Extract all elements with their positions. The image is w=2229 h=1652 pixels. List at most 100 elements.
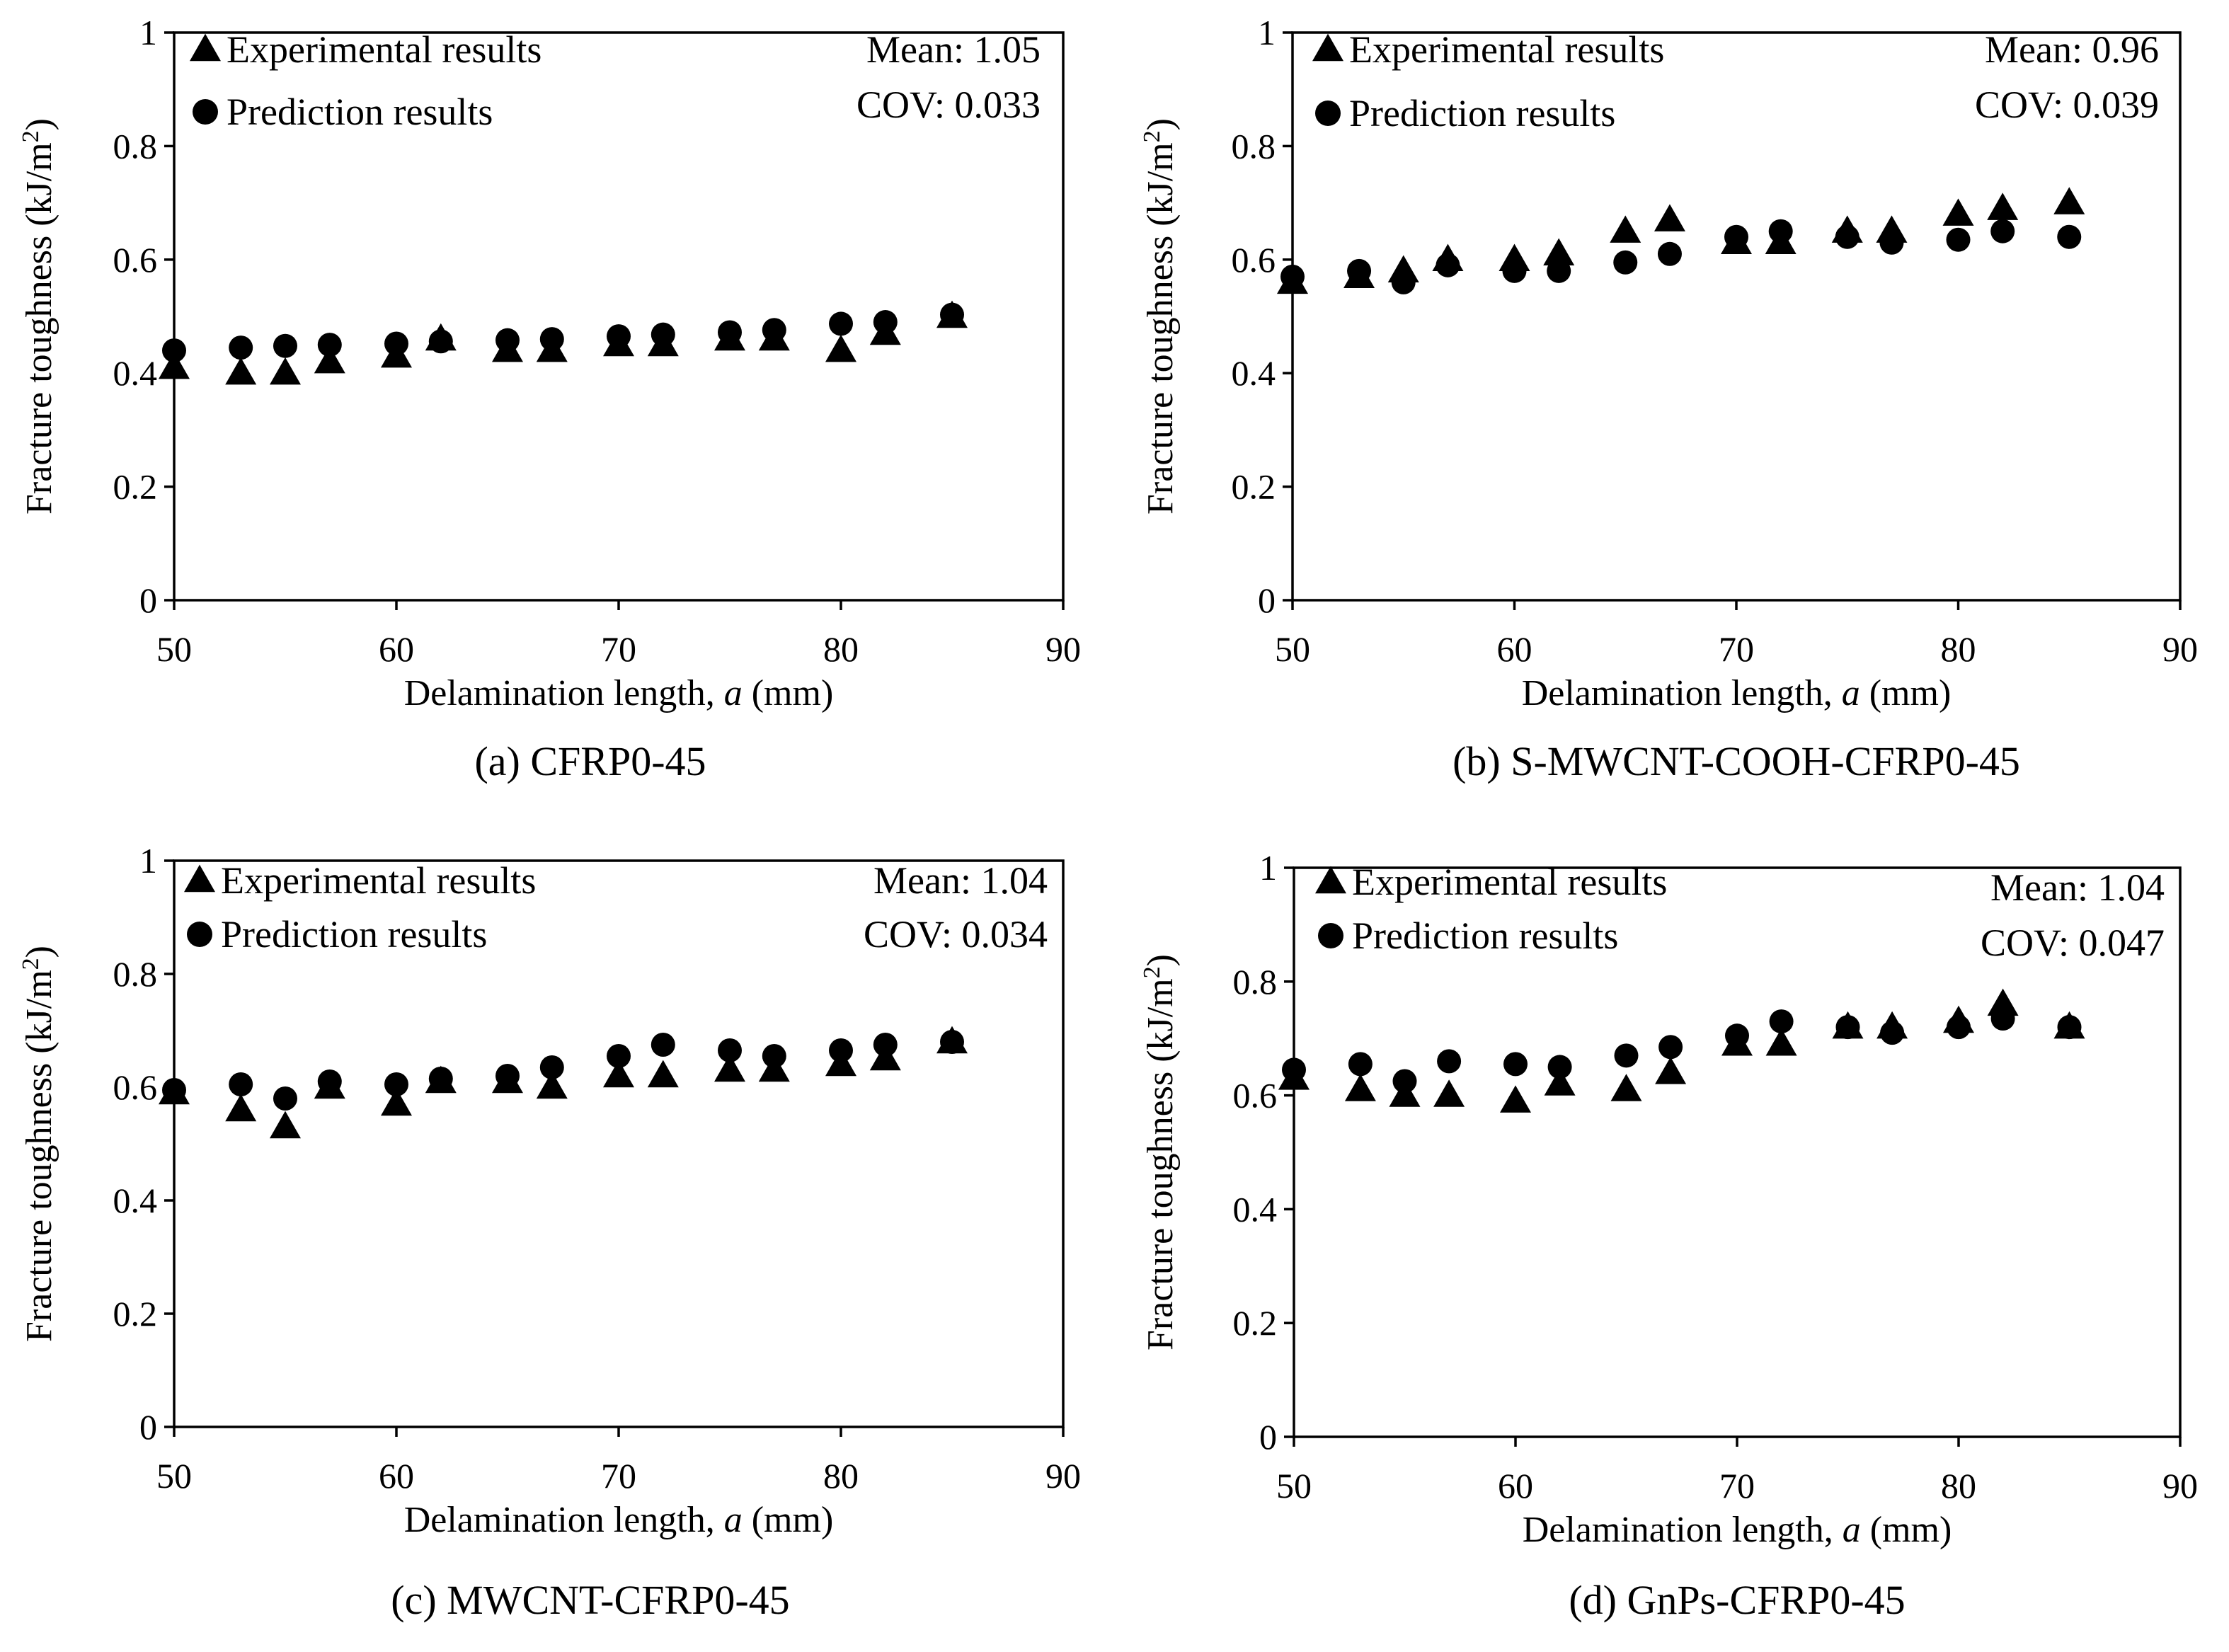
experimental-point: [270, 357, 301, 385]
experimental-point: [1610, 215, 1641, 243]
prediction-point: [273, 333, 297, 358]
legend-label: Experimental results: [221, 859, 536, 902]
experimental-point: [714, 1054, 745, 1082]
x-tick-label: 50: [156, 629, 192, 669]
mean-stat: Mean: 1.04: [873, 859, 1048, 902]
y-tick-label: 0.4: [1232, 353, 1276, 393]
experimental-point: [1343, 260, 1375, 289]
mean-stat: Mean: 1.05: [866, 28, 1041, 71]
experimental-point: [714, 323, 745, 351]
experimental-point: [492, 334, 523, 362]
legend-label: Prediction results: [1349, 92, 1615, 134]
prediction-point: [607, 1044, 631, 1068]
experimental-point: [936, 300, 968, 328]
prediction-point: [1657, 241, 1682, 266]
subplot-4: 50 60 70 80 90 0 0.2 0.4 0.6 0.8 1 Delamination len…: [1139, 848, 2199, 1623]
experimental-point: [314, 1071, 345, 1099]
y-tick-label: 0.8: [113, 126, 158, 166]
x-tick-label: 70: [1719, 629, 1754, 669]
experimental-point: [536, 334, 568, 362]
experimental-point: [492, 1065, 523, 1094]
prediction-point: [1437, 1049, 1462, 1074]
x-tick-label: 80: [823, 1456, 859, 1496]
y-tick-label: 0: [1259, 1417, 1277, 1457]
experimental-point: [1432, 243, 1464, 271]
x-tick-label: 90: [1045, 629, 1081, 669]
y-axis-label: Fracture toughness (kJ/m2): [18, 118, 60, 515]
subplot-1: 50 60 70 80 90 0 0.2 0.4 0.6 0.8 1 Delamination len…: [18, 13, 1082, 784]
x-tick-label: 60: [379, 1456, 414, 1496]
subplot-caption: (c) MWCNT-CFRP0-45: [391, 1577, 789, 1623]
prediction-point: [1658, 1035, 1683, 1060]
experimental-point: [381, 340, 412, 368]
experimental-point: [225, 1094, 257, 1122]
experimental-point: [1543, 238, 1575, 265]
experimental-point: [381, 1088, 412, 1116]
legend-label: Prediction results: [1352, 914, 1618, 957]
y-tick-label: 0: [1258, 580, 1276, 620]
x-tick-label: 50: [156, 1456, 192, 1496]
x-tick-label: 60: [1498, 1466, 1533, 1505]
legend-circle-icon: [193, 99, 218, 125]
y-tick-label: 0.6: [113, 240, 158, 280]
prediction-point: [1614, 1043, 1639, 1068]
legend-label: Experimental results: [227, 28, 542, 71]
experimental-point: [758, 1054, 790, 1082]
y-tick-label: 1: [139, 841, 157, 881]
experimental-point: [1500, 1085, 1531, 1113]
experimental-point: [1831, 215, 1863, 243]
prediction-point: [1613, 250, 1638, 275]
experimental-point: [1832, 1011, 1864, 1039]
experimental-point: [425, 323, 457, 351]
y-tick-label: 0.4: [1233, 1189, 1278, 1229]
subplot-caption: (b) S-MWCNT-COOH-CFRP0-45: [1452, 738, 2020, 784]
y-tick-label: 0.2: [1232, 467, 1276, 507]
y-tick-label: 0.6: [113, 1067, 158, 1107]
subplot-2: 50 60 70 80 90 0 0.2 0.4 0.6 0.8 1 Delamination len…: [1139, 13, 2199, 784]
prediction-point: [829, 311, 853, 336]
y-tick-label: 0.2: [1233, 1303, 1278, 1343]
experimental-point: [1721, 1028, 1753, 1056]
experimental-point: [1433, 1079, 1465, 1107]
y-tick-label: 0.6: [1232, 240, 1276, 280]
experimental-point: [1943, 1005, 1974, 1033]
legend-circle-icon: [1318, 923, 1343, 948]
subplot-3: 50 60 70 80 90 0 0.2 0.4 0.6 0.8 1 Delamination len…: [18, 841, 1082, 1623]
experimental-point: [1876, 1011, 1908, 1039]
subplot-caption: (a) CFRP0-45: [474, 738, 706, 784]
y-tick-label: 1: [1259, 848, 1277, 888]
experimental-point: [647, 328, 679, 357]
x-tick-label: 70: [601, 1456, 636, 1496]
cov-stat: COV: 0.047: [1981, 922, 2165, 964]
x-tick-label: 60: [1497, 629, 1532, 669]
x-axis-label: Delamination length, a (mm): [1523, 1510, 1952, 1550]
prediction-point: [1348, 1052, 1373, 1077]
experimental-point: [825, 334, 856, 362]
x-axis-label: Delamination length, a (mm): [404, 673, 834, 713]
x-tick-label: 90: [2162, 629, 2198, 669]
x-tick-label: 90: [2162, 1466, 2198, 1505]
experimental-point: [758, 323, 790, 351]
experimental-point: [1499, 243, 1530, 271]
x-tick-label: 60: [379, 629, 414, 669]
y-tick-label: 1: [139, 13, 157, 52]
prediction-point: [1547, 1055, 1572, 1079]
experimental-point: [936, 1026, 968, 1054]
legend-triangle-icon: [184, 864, 215, 893]
y-axis-label: Fracture toughness (kJ/m2): [1139, 954, 1181, 1350]
experimental-point: [825, 1048, 856, 1077]
prediction-point: [539, 1055, 564, 1079]
legend-circle-icon: [187, 922, 212, 947]
x-tick-label: 50: [1275, 629, 1310, 669]
experimental-point: [2053, 187, 2085, 214]
x-tick-label: 50: [1276, 1466, 1312, 1505]
prediction-point: [2057, 224, 2082, 249]
experimental-point: [1765, 226, 1797, 254]
experimental-point: [1389, 1079, 1421, 1107]
y-tick-label: 1: [1258, 13, 1276, 52]
y-tick-label: 0: [139, 1407, 157, 1447]
legend-label: Experimental results: [1352, 861, 1667, 903]
x-tick-label: 90: [1045, 1456, 1081, 1496]
prediction-point: [229, 1072, 253, 1096]
